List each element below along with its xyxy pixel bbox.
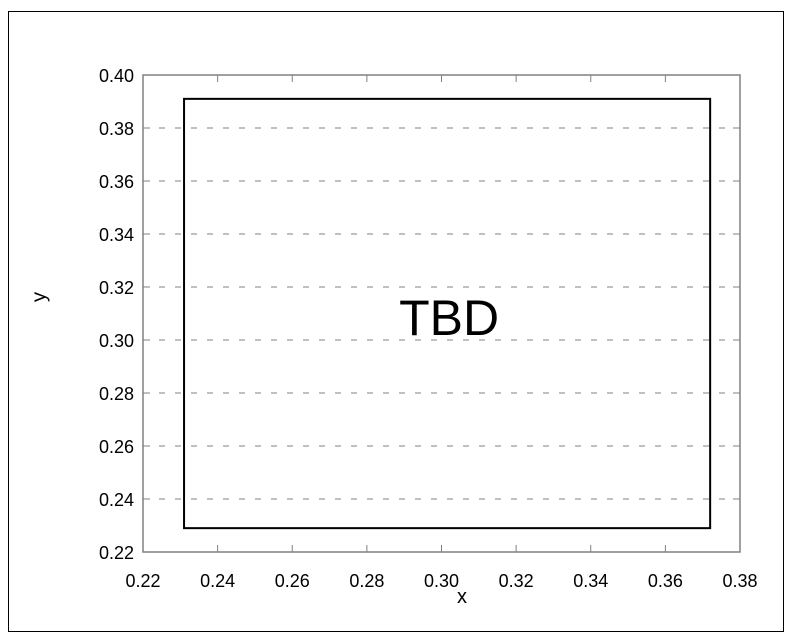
- y-axis-label: y: [28, 292, 50, 302]
- y-tick-label: 0.40: [99, 66, 134, 86]
- x-tick-label: 0.38: [722, 571, 757, 591]
- x-tick-label: 0.32: [499, 571, 534, 591]
- y-tick-label: 0.38: [99, 119, 134, 139]
- y-tick-label: 0.36: [99, 172, 134, 192]
- x-tick-label: 0.36: [648, 571, 683, 591]
- y-tick-label: 0.30: [99, 331, 134, 351]
- grid-lines: [143, 127, 740, 500]
- y-tick-label: 0.32: [99, 278, 134, 298]
- x-tick-label: 0.26: [275, 571, 310, 591]
- x-tick-label: 0.30: [424, 571, 459, 591]
- y-tick-label: 0.34: [99, 225, 134, 245]
- y-tick-label: 0.26: [99, 437, 134, 457]
- tbd-label: TBD: [399, 290, 499, 346]
- x-tick-label: 0.22: [125, 571, 160, 591]
- y-tick-label: 0.24: [99, 490, 134, 510]
- y-tick-labels: 0.22 0.24 0.26 0.28 0.30 0.32 0.34 0.36 0.38 0.40: [99, 66, 134, 563]
- x-axis-label: x: [457, 586, 467, 608]
- x-tick-labels: 0.22 0.24 0.26 0.28 0.30 0.32 0.34 0.36 0.38: [125, 571, 757, 591]
- x-tick-label: 0.28: [349, 571, 384, 591]
- axis-ticks: [142, 74, 741, 553]
- x-tick-label: 0.34: [573, 571, 608, 591]
- y-tick-label: 0.22: [99, 543, 134, 563]
- y-tick-label: 0.28: [99, 384, 134, 404]
- tbd-box: [183, 97, 712, 530]
- x-tick-label: 0.24: [200, 571, 235, 591]
